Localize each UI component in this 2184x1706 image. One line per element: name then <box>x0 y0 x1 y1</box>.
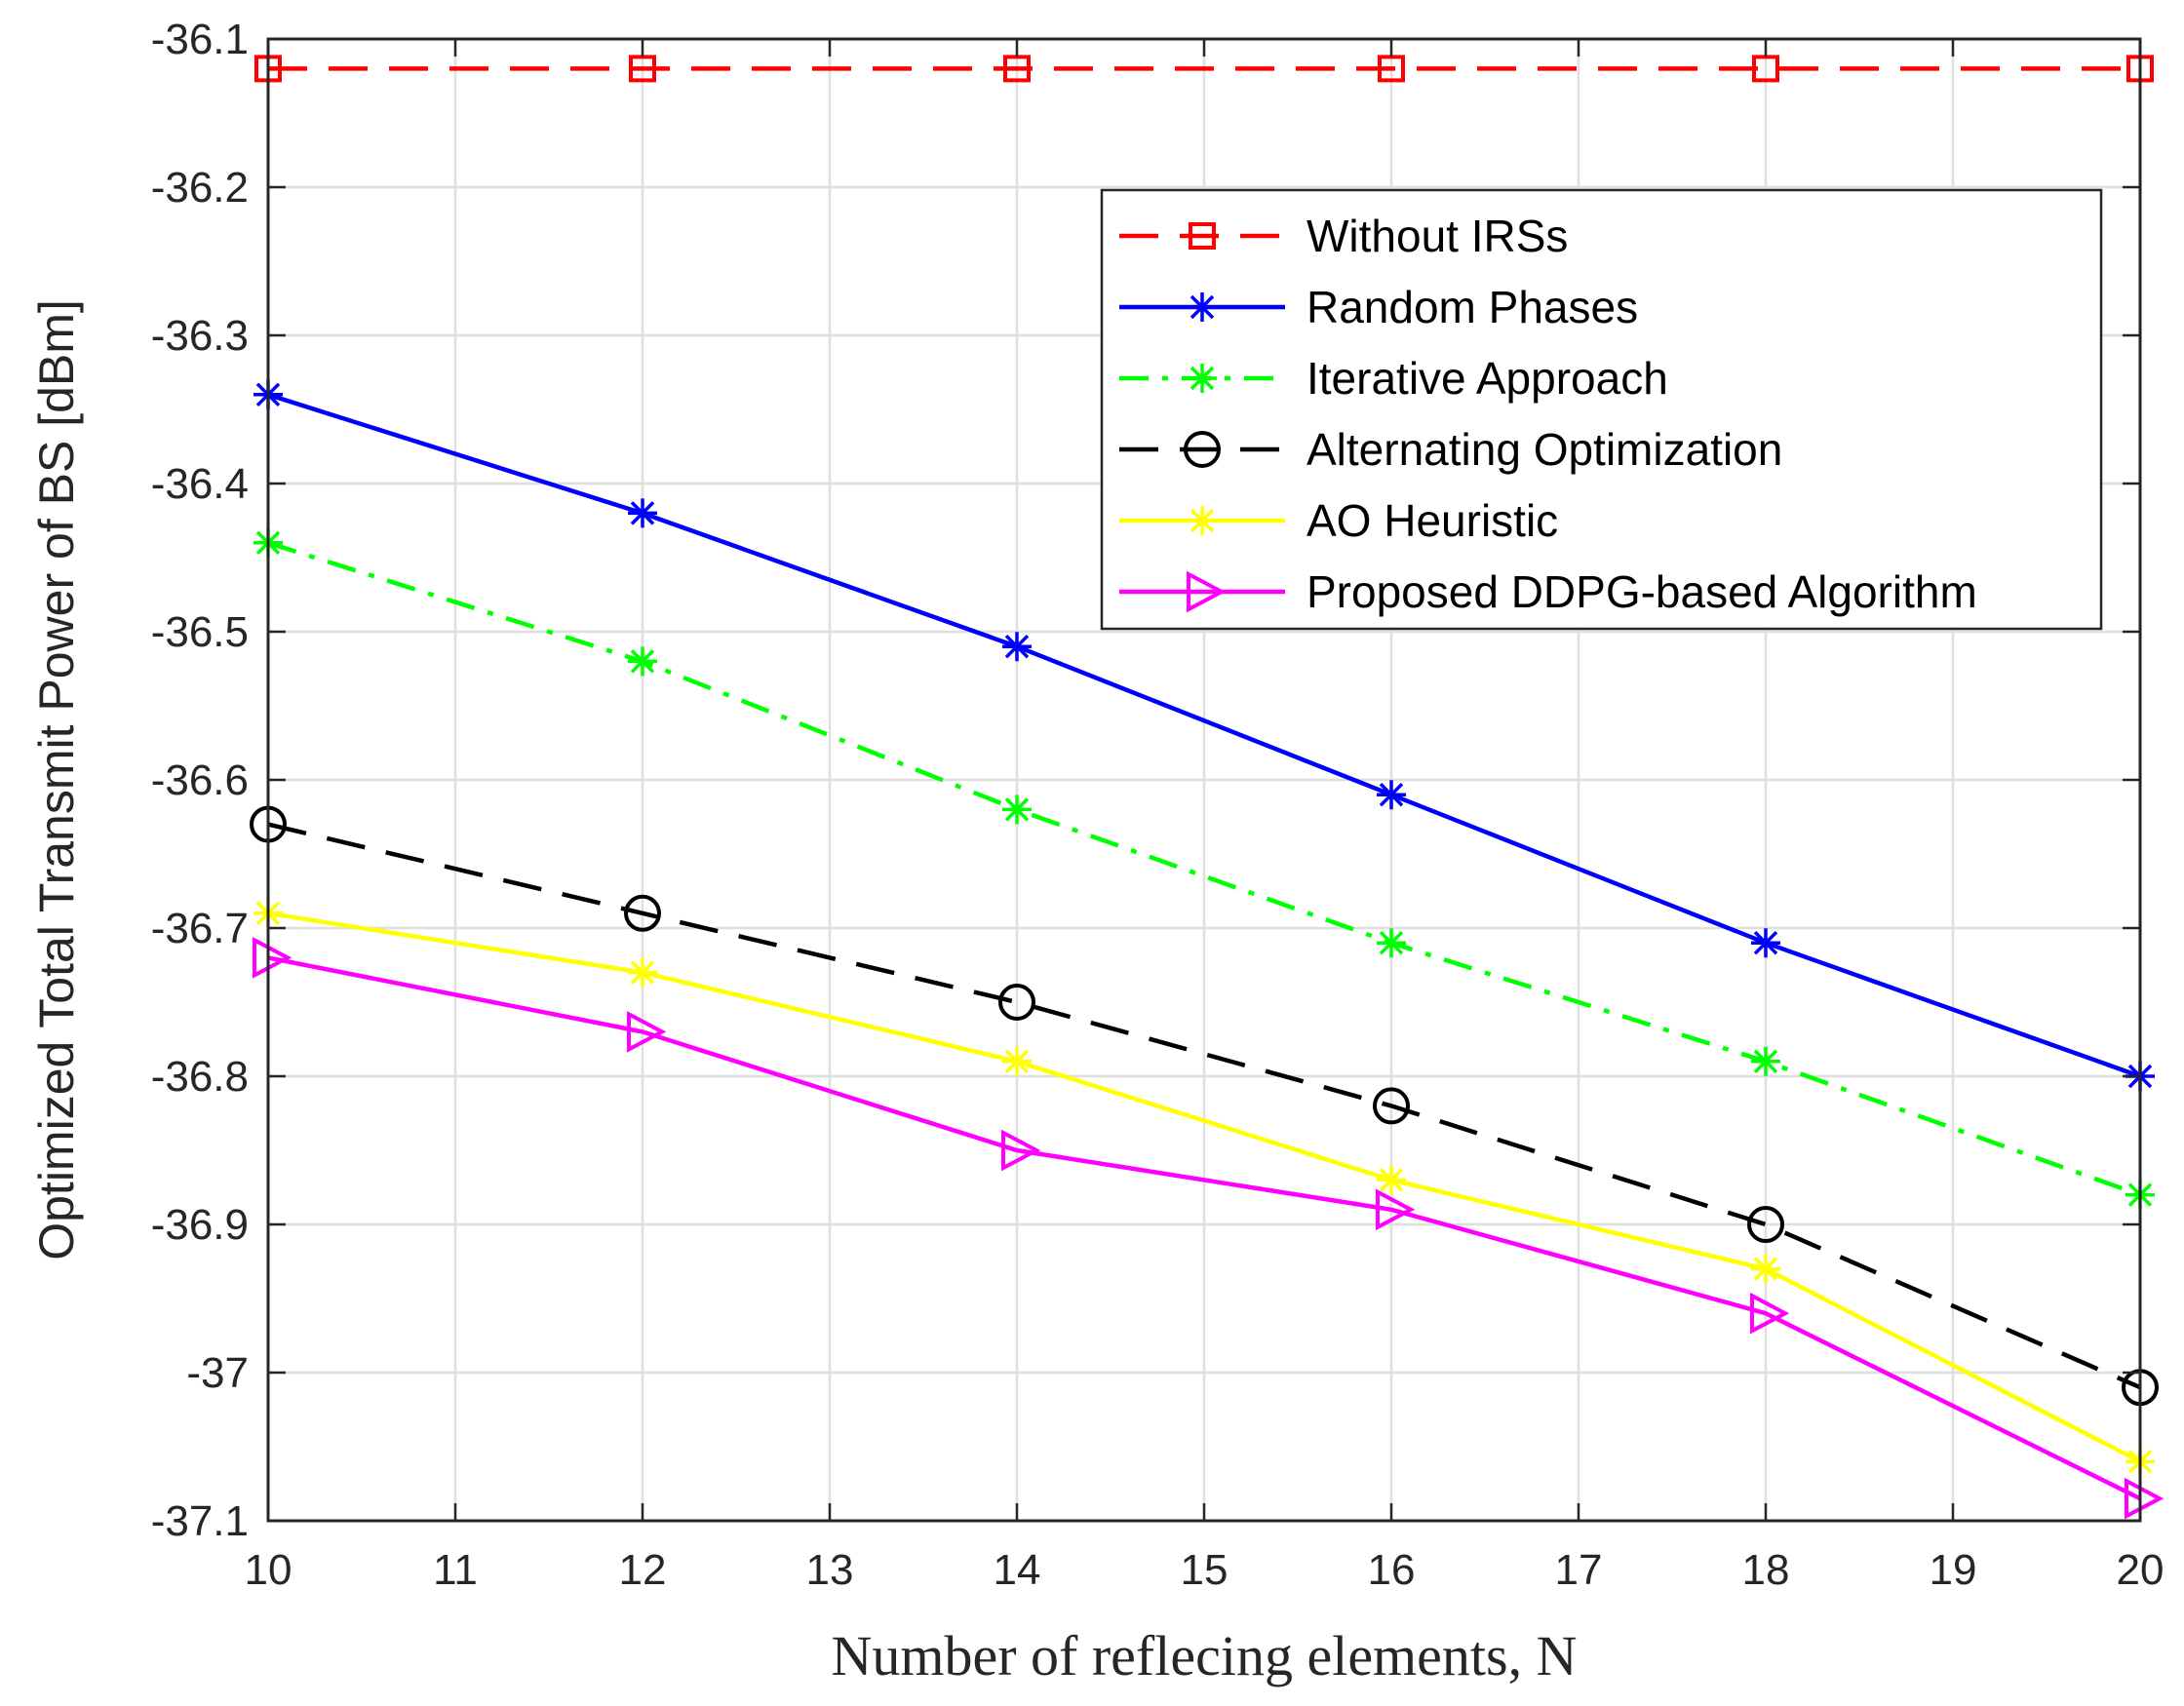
data-point <box>253 937 292 979</box>
x-tick-label: 10 <box>245 1546 292 1594</box>
data-point <box>628 957 657 988</box>
ticks: 10 11 12 13 14 15 16 17 18 19 20 -36.1 -36.2 -36.3 -36… <box>151 16 2164 1594</box>
data-point <box>1752 55 1779 83</box>
data-point <box>1747 1206 1784 1243</box>
legend-entry: AO Heuristic <box>1119 495 1558 546</box>
legend-entry: Without IRSs <box>1119 211 1568 261</box>
x-tick-label: 15 <box>1181 1546 1228 1594</box>
data-point <box>624 894 661 932</box>
legend-label: Without IRSs <box>1306 211 1568 261</box>
data-point <box>1378 55 1405 83</box>
legend-marker <box>1187 570 1227 613</box>
series-line <box>267 955 2141 1501</box>
x-axis-label: Number of reflecing elements, N <box>832 1624 1578 1687</box>
data-point <box>1003 55 1031 83</box>
x-tick-label: 17 <box>1555 1546 1603 1594</box>
x-axis-label-text: Number of reflecing elements, <box>832 1624 1537 1687</box>
series-lines <box>250 55 2164 1520</box>
y-tick-label: -36.1 <box>151 16 249 63</box>
y-tick-label: -36.9 <box>151 1201 249 1249</box>
series-line <box>267 392 2141 1079</box>
legend-label: Alternating Optimization <box>1306 424 1782 475</box>
data-point <box>1001 1129 1041 1172</box>
legend-label: Proposed DDPG-based Algorithm <box>1306 566 1977 617</box>
y-tick-label: -36.6 <box>151 756 249 804</box>
x-tick-label: 19 <box>1930 1546 1977 1594</box>
x-tick-label: 13 <box>806 1546 854 1594</box>
legend-marker <box>1189 222 1216 250</box>
y-tick-label: -37 <box>186 1349 249 1397</box>
data-point <box>627 1011 667 1053</box>
y-tick-label: -36.2 <box>151 164 249 212</box>
legend-entry: Alternating Optimization <box>1119 424 1782 475</box>
legend-entry: Random Phases <box>1119 282 1638 332</box>
x-axis-label-variable: N <box>1537 1624 1578 1687</box>
legend-entry: Proposed DDPG-based Algorithm <box>1119 566 1977 617</box>
y-axis-label: Optimized Total Transmit Power of BS [dB… <box>29 299 84 1260</box>
data-point <box>1002 632 1032 662</box>
y-tick-label: -36.5 <box>151 608 249 656</box>
x-tick-label: 14 <box>994 1546 1041 1594</box>
data-point <box>1377 1165 1406 1195</box>
x-tick-label: 11 <box>433 1546 478 1594</box>
y-tick-label: -36.8 <box>151 1053 249 1101</box>
data-point <box>1750 1292 1790 1335</box>
data-point <box>628 646 657 677</box>
y-tick-label: -36.4 <box>151 460 249 508</box>
legend-box <box>1100 188 2103 631</box>
series-line <box>267 540 2141 1197</box>
data-point <box>628 498 657 528</box>
y-tick-label: -37.1 <box>151 1497 249 1545</box>
legend-entry: Iterative Approach <box>1119 353 1668 404</box>
legend-items: Without IRSs Random Phases Iterative Appro… <box>1119 211 1977 617</box>
data-point <box>1751 928 1780 958</box>
legend: Without IRSs Random Phases Iterative Appro… <box>1100 188 2103 631</box>
data-point <box>1751 1254 1780 1284</box>
series-line <box>267 822 2141 1390</box>
data-point <box>1002 795 1032 825</box>
x-tick-label: 16 <box>1368 1546 1416 1594</box>
series-line <box>267 911 2142 1464</box>
data-point <box>2125 1477 2164 1520</box>
data-point <box>1377 928 1406 958</box>
x-tick-label: 12 <box>619 1546 667 1594</box>
legend-marker <box>1188 364 1217 393</box>
series-proposed-ddpg-based-algorithm <box>253 937 2164 1520</box>
legend-label: Random Phases <box>1306 282 1638 332</box>
y-tick-label: -36.7 <box>151 905 249 952</box>
legend-marker <box>1184 431 1221 468</box>
legend-label: Iterative Approach <box>1306 353 1668 404</box>
legend-marker <box>1188 292 1217 322</box>
data-point <box>1002 1046 1032 1076</box>
x-tick-label: 20 <box>2117 1546 2164 1594</box>
x-tick-label: 18 <box>1742 1546 1790 1594</box>
data-point <box>1377 780 1406 810</box>
legend-marker <box>1188 506 1217 535</box>
legend-label: AO Heuristic <box>1306 495 1558 546</box>
data-point <box>1376 1188 1416 1231</box>
data-point <box>1751 1046 1780 1076</box>
data-point <box>998 984 1035 1021</box>
data-point <box>1373 1087 1410 1125</box>
y-tick-label: -36.3 <box>151 312 249 360</box>
data-point <box>629 55 656 83</box>
